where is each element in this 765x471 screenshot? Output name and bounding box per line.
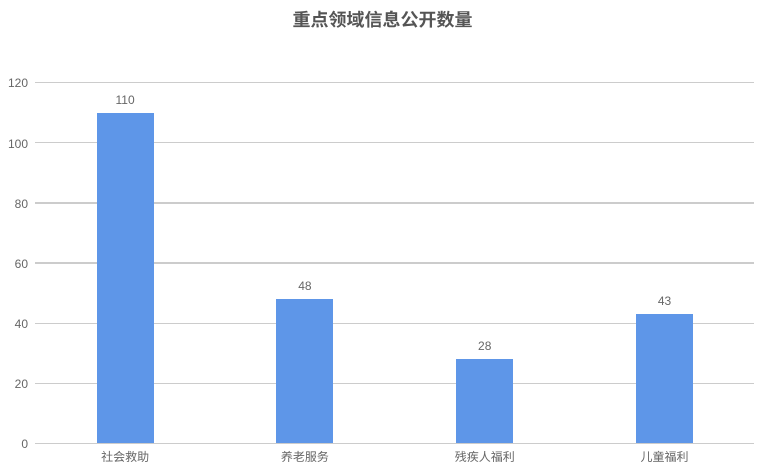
x-axis-category-label: 社会救助 — [101, 447, 150, 465]
x-axis-line — [35, 442, 755, 445]
gridline — [35, 262, 755, 264]
y-axis-tick-label: 100 — [7, 136, 28, 151]
y-axis-tick-label: 0 — [21, 437, 28, 452]
bar-value-label: 28 — [478, 339, 492, 354]
y-axis-tick-label: 80 — [14, 196, 28, 211]
y-axis-tick-label: 40 — [14, 317, 28, 332]
bar — [635, 314, 694, 444]
bar — [456, 359, 514, 444]
y-axis-tick-label: 120 — [7, 76, 28, 91]
x-axis-category-label: 儿童福利 — [640, 447, 689, 465]
bar-value-label: 110 — [115, 92, 135, 107]
bar-value-label: 48 — [298, 279, 312, 294]
chart-title: 重点领域信息公开数量 — [292, 5, 473, 32]
x-axis-category-label: 养老服务 — [280, 447, 329, 465]
gridline — [35, 322, 755, 324]
gridline — [35, 382, 755, 385]
y-axis-tick-label: 60 — [14, 256, 28, 271]
bar — [276, 299, 334, 444]
gridline — [35, 81, 755, 84]
gridline — [35, 142, 755, 144]
bar-value-label: 43 — [657, 294, 672, 309]
bar — [96, 112, 154, 444]
gridline — [35, 202, 755, 204]
x-axis-category-label: 残疾人福利 — [454, 447, 515, 465]
y-axis-tick-label: 20 — [14, 377, 28, 392]
